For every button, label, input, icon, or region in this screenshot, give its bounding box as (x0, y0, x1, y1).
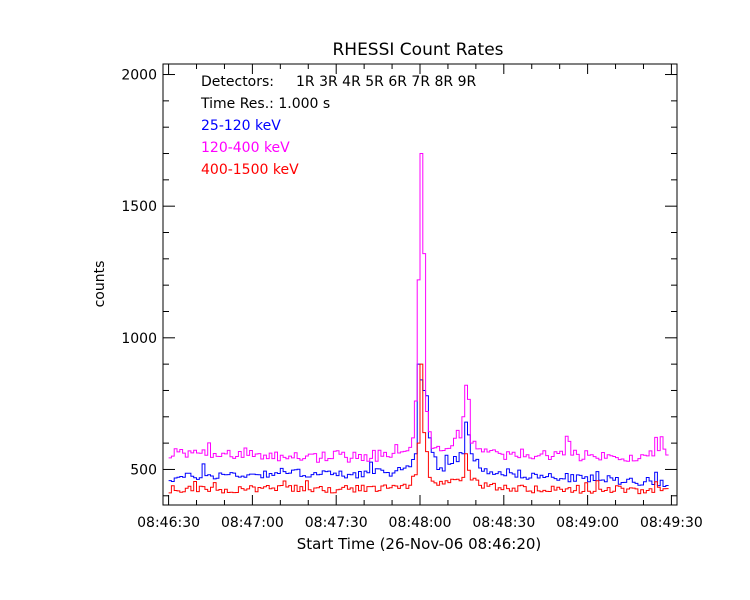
y-tick-label: 500 (130, 462, 157, 478)
x-axis-label: Start Time (26-Nov-06 08:46:20) (297, 535, 542, 553)
y-axis: 500 1000 1500 2000 (121, 68, 677, 497)
series-line-2 (168, 153, 669, 463)
series-line-3 (168, 363, 669, 495)
legend-series-2: 120-400 keV (201, 140, 290, 156)
y-tick-label: 2000 (121, 68, 157, 84)
y-tick-label: 1000 (121, 331, 157, 347)
legend-series-3: 400-1500 keV (201, 162, 299, 178)
x-tick-label: 08:46:30 (137, 515, 200, 531)
series-layer (168, 153, 669, 495)
detectors-label: Detectors: (201, 74, 274, 90)
chart-title: RHESSI Count Rates (332, 40, 503, 60)
x-tick-label: 08:49:30 (640, 515, 703, 531)
y-axis-label: counts (92, 261, 108, 308)
y-tick-label: 1500 (121, 199, 157, 215)
x-axis: 08:46:30 08:47:00 08:47:30 08:48:00 08:48:30… (137, 64, 703, 531)
legend: Detectors: 1R 3R 4R 5R 6R 7R 8R 9R Time … (200, 74, 477, 178)
x-tick-label: 08:48:00 (389, 515, 452, 531)
legend-series-1: 25-120 keV (201, 118, 281, 134)
x-tick-label: 08:47:00 (221, 515, 284, 531)
x-tick-label: 08:48:30 (472, 515, 535, 531)
x-tick-label: 08:49:00 (556, 515, 619, 531)
time-resolution-label: Time Res.: 1.000 s (200, 96, 330, 112)
detectors-list: 1R 3R 4R 5R 6R 7R 8R 9R (296, 74, 477, 90)
x-tick-label: 08:47:30 (305, 515, 368, 531)
